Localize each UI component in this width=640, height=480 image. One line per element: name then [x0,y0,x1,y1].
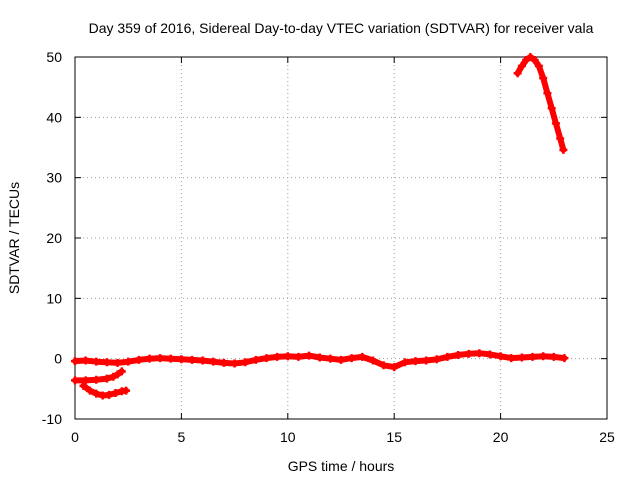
axis-ticks [74,56,608,420]
series-line [514,54,567,153]
data-point [432,355,441,364]
data-point [539,352,548,361]
data-point [559,145,568,154]
data-point [81,376,90,385]
x-axis-title: GPS time / hours [288,458,395,474]
data-point [102,358,111,367]
data-point [485,350,494,359]
data-point [337,355,345,364]
x-tick-label: 10 [280,429,296,445]
data-point [92,357,101,366]
data-point [543,89,552,98]
x-tick-label: 5 [178,429,186,445]
data-point [283,352,292,361]
data-point [71,357,79,366]
series-late-peak-trace [513,53,568,154]
y-tick-label: 20 [46,230,62,246]
y-tick-label: -10 [42,411,62,427]
x-tick-label: 15 [386,429,402,445]
x-tick-label: 25 [599,429,615,445]
data-point [79,381,88,390]
data-point [92,375,101,384]
data-point [294,352,303,361]
data-point [358,352,367,361]
data-point [496,352,505,361]
series-early-dip-trace [79,381,131,400]
data-point [539,74,548,83]
data-point [347,354,356,363]
data-point [102,374,111,383]
data-point [230,359,239,368]
data-point [145,354,154,363]
data-point [530,56,539,65]
data-point [305,351,314,360]
data-point [124,357,133,366]
data-point [92,389,101,398]
series-early-lower-trace [71,367,126,385]
data-point [315,353,324,362]
data-point [262,354,271,363]
data-point [443,352,452,361]
data-point [177,355,186,364]
data-point [273,352,282,361]
data-point [209,357,218,366]
data-point [390,363,399,372]
data-point [517,62,526,71]
data-point [507,354,516,363]
data-point [517,353,526,362]
data-point [475,349,484,358]
data-point [241,358,250,367]
chart-title: Day 359 of 2016, Sidereal Day-to-day VTE… [89,20,594,36]
data-point [551,119,560,128]
data-point [522,56,531,65]
data-point [109,372,118,381]
y-tick-label: 40 [46,109,62,125]
data-point [198,356,207,365]
data-point [379,361,388,370]
data-point [134,355,143,364]
data-point [188,355,197,364]
x-tick-label: 0 [71,429,79,445]
data-point [368,356,377,365]
data-point [464,349,473,358]
data-point [528,352,537,361]
data-point [71,376,79,385]
data-point [113,370,122,379]
data-point [219,358,228,367]
data-point [422,356,431,365]
data-point [122,386,131,395]
data-point [105,390,114,399]
data-point [556,134,565,143]
data-point [526,53,535,61]
data-point [326,354,335,363]
data-point [560,354,569,363]
data-series [71,53,569,400]
data-point [400,358,409,367]
data-point [156,354,165,363]
x-tick-label: 20 [493,429,509,445]
data-point [454,351,463,360]
series-main-trace [71,349,569,372]
data-point [81,356,90,365]
data-point [117,367,126,376]
data-point [549,352,558,361]
data-point [85,386,94,395]
y-tick-label: 0 [54,351,62,367]
data-point [166,354,175,363]
grid-lines [75,57,607,419]
data-point [251,355,260,364]
data-point [534,62,543,71]
x-tick-labels: 0 5 10 15 20 25 [71,429,615,445]
data-point [513,69,522,78]
y-tick-labels: -10 0 10 20 30 40 50 [42,49,62,427]
y-tick-label: 30 [46,170,62,186]
y-tick-label: 50 [46,49,62,65]
data-point [411,357,420,366]
data-point [111,389,120,398]
y-tick-label: 10 [46,290,62,306]
y-axis-title: SDTVAR / TECUs [6,182,22,294]
data-point [113,358,122,367]
data-point [547,104,556,113]
